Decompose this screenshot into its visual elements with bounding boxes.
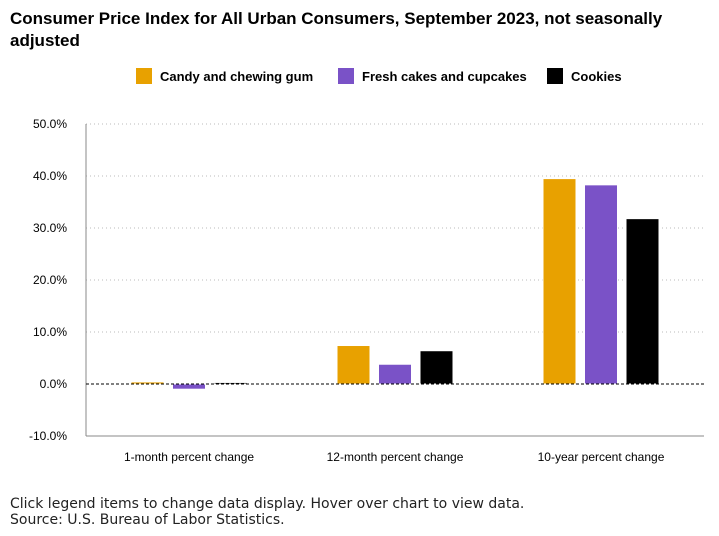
legend-item-candy[interactable]: Candy and chewing gum <box>136 68 313 84</box>
y-tick-label: 50.0% <box>33 117 67 131</box>
bar[interactable] <box>584 184 618 385</box>
bar[interactable] <box>625 218 660 385</box>
y-tick-label: 40.0% <box>33 169 67 183</box>
legend-label-candy: Candy and chewing gum <box>160 68 314 84</box>
y-tick-label: 20.0% <box>33 273 67 287</box>
legend-swatch-candy <box>136 68 152 84</box>
chart-footer: Click legend items to change data displa… <box>10 496 524 528</box>
bar[interactable] <box>419 350 454 385</box>
y-tick-label: 10.0% <box>33 325 67 339</box>
legend-label-cookies: Cookies <box>571 68 622 84</box>
chart-plot-area[interactable]: -10.0% 0.0% 10.0% 20.0% 30.0% 40.0% 50.0% 1-mon… <box>0 0 719 480</box>
y-tick-label: 30.0% <box>33 221 67 235</box>
legend-swatch-cookies <box>547 68 563 84</box>
x-tick-label: 12-month percent change <box>327 450 464 464</box>
bar[interactable] <box>336 345 371 385</box>
y-tick-label: 0.0% <box>40 377 68 391</box>
legend-item-cakes[interactable]: Fresh cakes and cupcakes <box>338 68 527 84</box>
bar[interactable] <box>542 178 577 385</box>
footer-note: Click legend items to change data displa… <box>10 496 525 512</box>
footer-source: Source: U.S. Bureau of Labor Statistics. <box>10 512 285 528</box>
x-tick-label: 1-month percent change <box>124 450 254 464</box>
bar[interactable] <box>213 381 248 385</box>
chart-title: Consumer Price Index for All Urban Consu… <box>10 9 663 50</box>
bar[interactable] <box>172 383 206 390</box>
legend: Candy and chewing gum Fresh cakes and cu… <box>0 68 719 90</box>
bar[interactable] <box>378 363 412 385</box>
legend-item-cookies[interactable]: Cookies <box>547 68 622 84</box>
legend-swatch-cakes <box>338 68 354 84</box>
x-tick-label: 10-year percent change <box>538 450 665 464</box>
legend-label-cakes: Fresh cakes and cupcakes <box>362 68 527 84</box>
y-tick-label: -10.0% <box>29 429 67 443</box>
